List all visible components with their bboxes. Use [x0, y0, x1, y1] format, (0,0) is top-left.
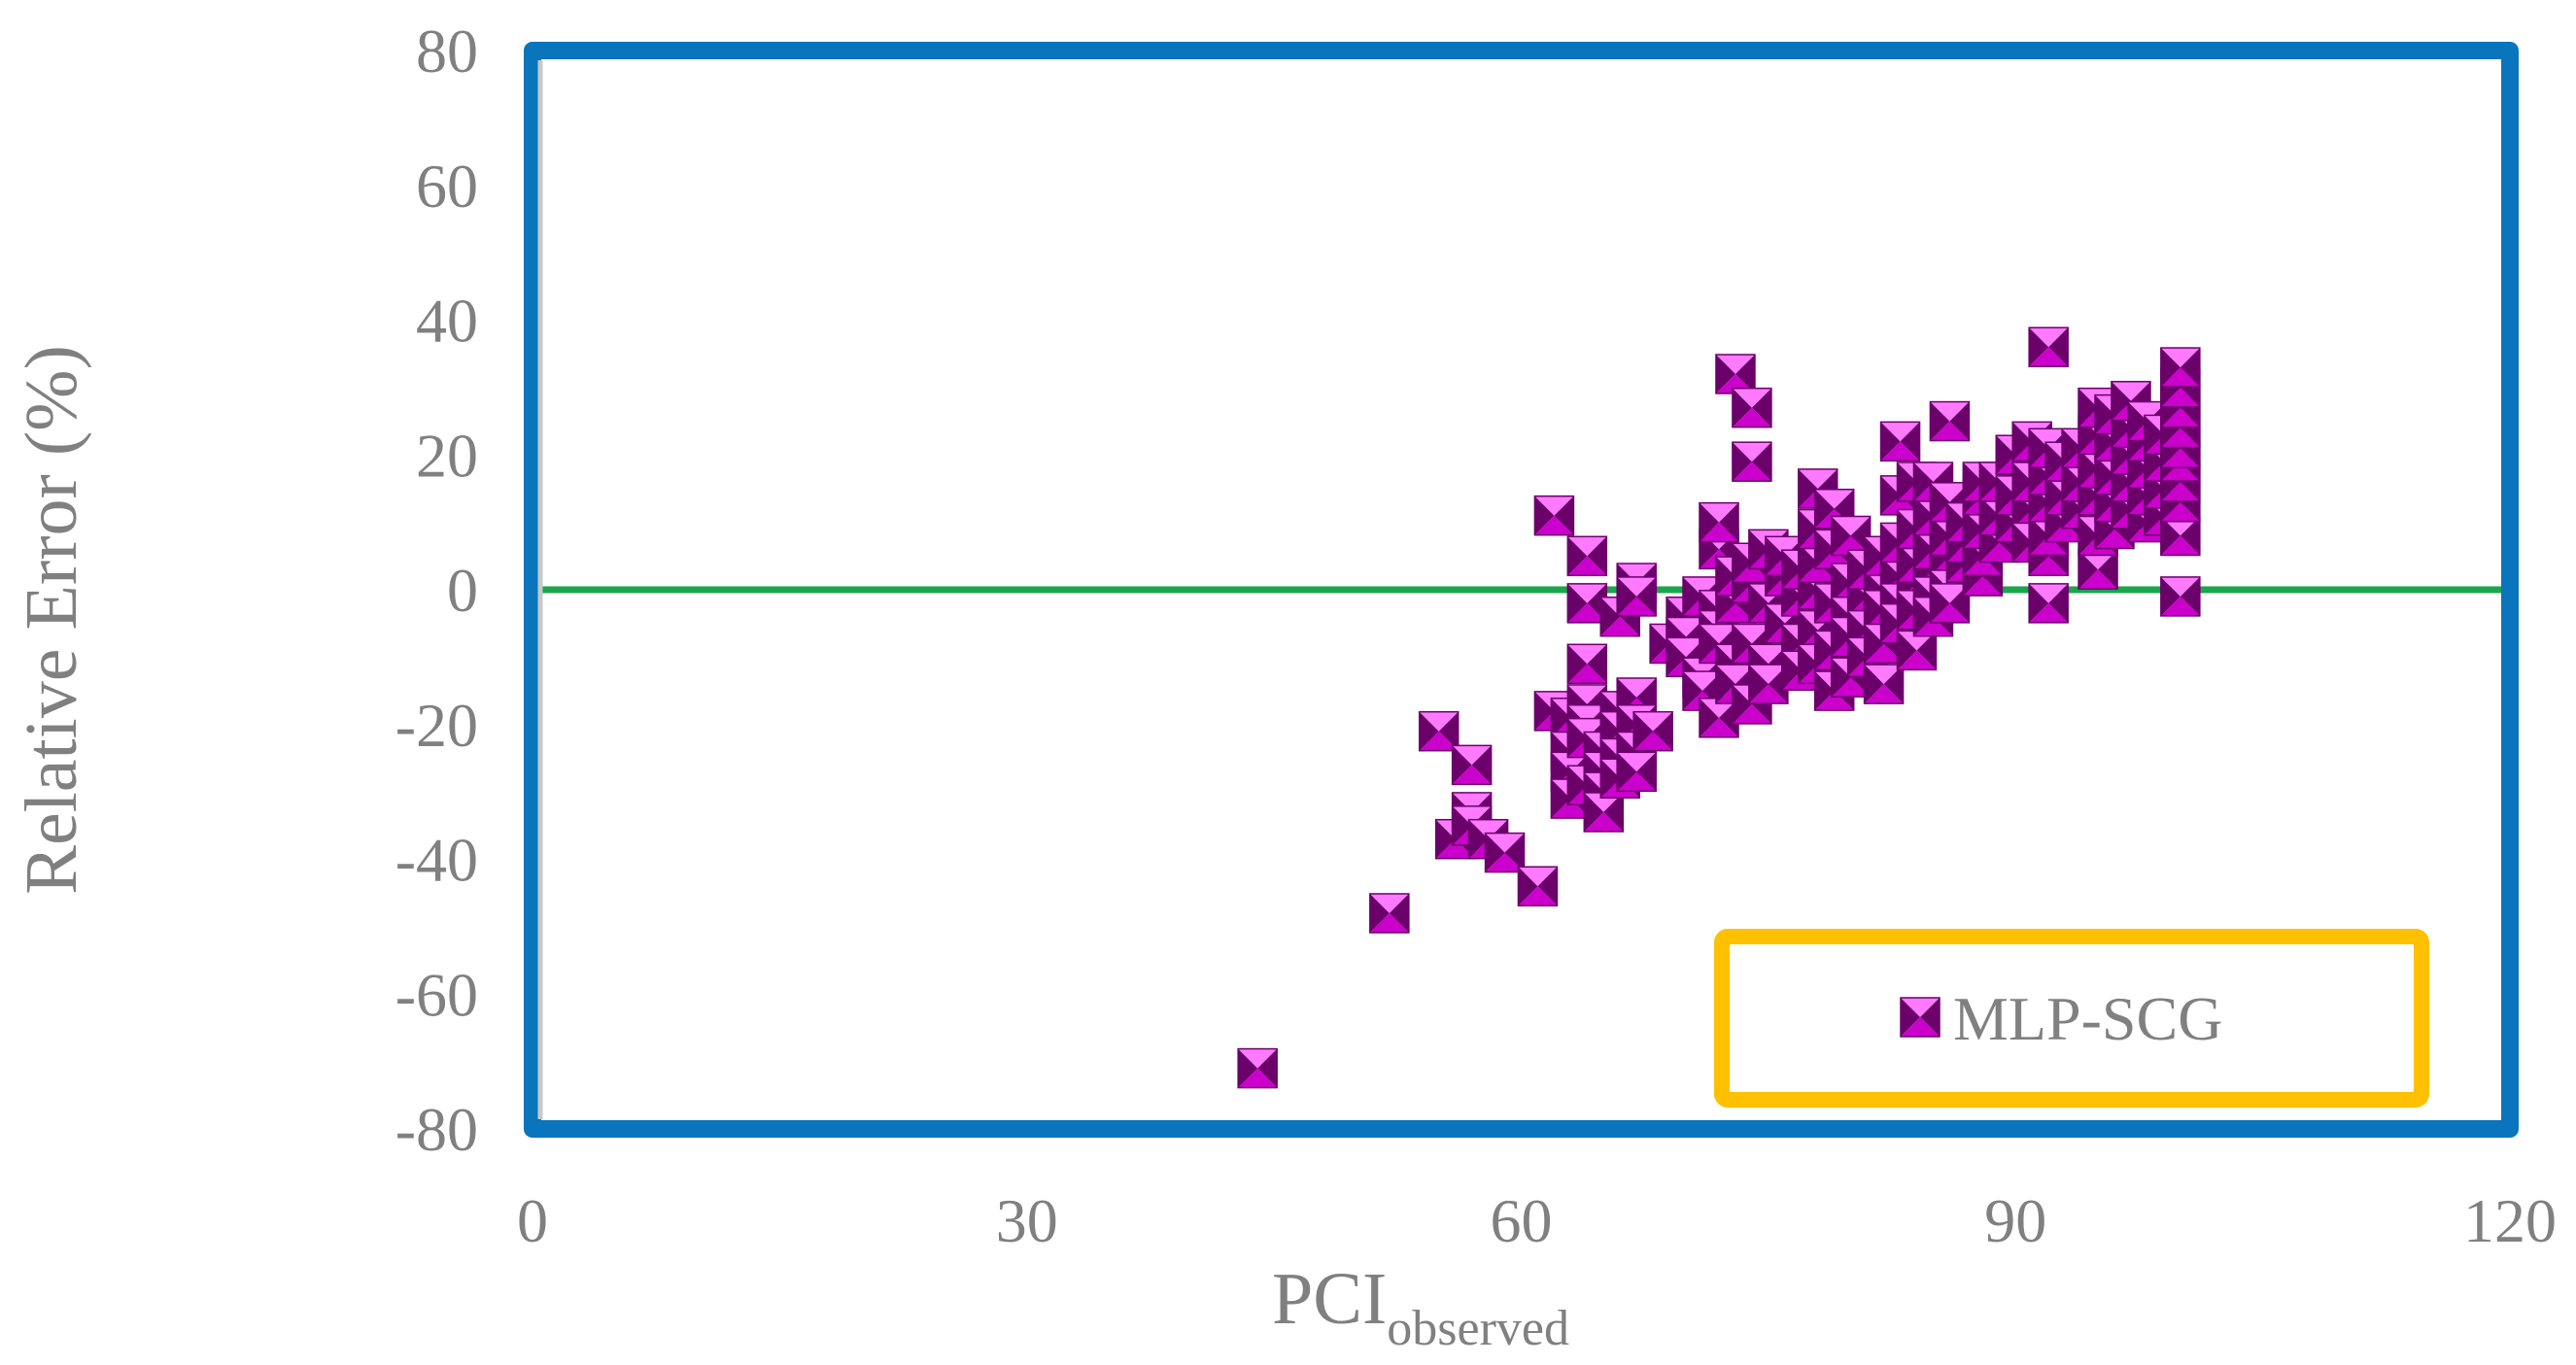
legend-marker-square — [1900, 997, 1941, 1038]
y-tick-label: -40 — [395, 826, 478, 895]
y-axis-title: Relative Error (%) — [11, 345, 92, 895]
data-point — [1616, 751, 1657, 793]
data-point — [1879, 421, 1921, 462]
x-axis-title-main: PCI — [1272, 1258, 1387, 1340]
data-point — [2028, 583, 2069, 624]
x-tick-label: 30 — [996, 1186, 1058, 1255]
data-point — [1732, 441, 1772, 482]
x-tick-label: 60 — [1491, 1186, 1553, 1255]
data-point — [1566, 643, 1608, 685]
x-axis-title-subscript: observed — [1387, 1301, 1569, 1356]
y-tick-label: -80 — [395, 1095, 478, 1164]
data-point — [1616, 576, 1657, 617]
legend-label: MLP-SCG — [1953, 984, 2222, 1053]
y-tick-label: 40 — [416, 287, 478, 356]
data-point — [2028, 326, 2069, 367]
y-tick-label: 80 — [416, 17, 478, 85]
data-point — [1632, 710, 1673, 752]
legend-marker-icon — [1900, 997, 1941, 1038]
data-point — [1369, 893, 1410, 934]
legend: MLP-SCG — [1714, 929, 2429, 1108]
data-point — [1533, 495, 1575, 536]
data-point — [1517, 866, 1559, 906]
data-point — [1929, 400, 1971, 442]
x-axis-title: PCIobserved — [1272, 1258, 1569, 1356]
data-point — [2160, 347, 2201, 388]
data-point — [1732, 387, 1772, 428]
data-point — [1566, 535, 1608, 577]
data-point — [1929, 583, 1971, 624]
data-point — [1237, 1047, 1278, 1089]
x-tick-label: 0 — [517, 1186, 548, 1255]
data-point — [1863, 664, 1905, 704]
data-point — [1699, 501, 1739, 543]
x-tick-label: 90 — [1984, 1186, 2046, 1255]
y-tick-label: -20 — [395, 691, 478, 760]
y-axis-ticks: 80 60 40 20 0 -20 -40 -60 -80 — [395, 17, 478, 1164]
y-tick-label: -60 — [395, 960, 478, 1029]
x-axis-ticks: 0 30 60 90 120 — [517, 1186, 2557, 1255]
y-tick-label: 0 — [447, 556, 478, 625]
data-point — [1418, 710, 1460, 752]
data-points — [1237, 326, 2201, 1089]
y-tick-label: 60 — [416, 152, 478, 221]
data-point — [1484, 832, 1526, 873]
x-tick-label: 120 — [2463, 1186, 2557, 1255]
y-tick-label: 20 — [416, 421, 478, 490]
plot-frame — [524, 42, 2519, 1138]
legend-box — [1714, 929, 2429, 1108]
data-point — [1451, 744, 1493, 786]
data-point — [2160, 576, 2201, 617]
